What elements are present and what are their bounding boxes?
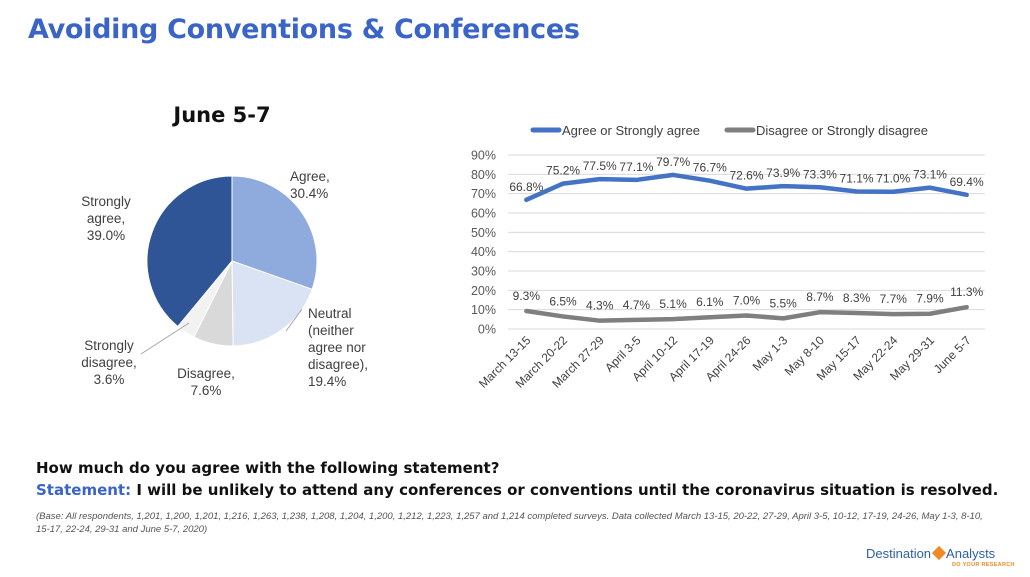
data-point (965, 305, 969, 309)
data-point (598, 319, 602, 323)
data-point (524, 198, 528, 202)
pie-label-1: Neutral (neither agree nor disagree), 19.4% (308, 306, 368, 389)
data-label: 7.0% (733, 293, 761, 307)
data-point (561, 182, 565, 186)
diamond-icon (931, 545, 947, 561)
pie-label-0: Agree, 30.4% (290, 169, 330, 201)
line-chart: 0% 10% 20% 30% 40% 50% 60% 70% 80% 90% Agree or St… (471, 123, 985, 391)
legend-label-0: Agree or Strongly agree (562, 123, 700, 138)
data-point (598, 177, 602, 181)
y-tick-label: 40% (471, 245, 496, 259)
data-label: 75.2% (546, 164, 580, 178)
data-label: 73.1% (913, 168, 947, 182)
data-point (891, 312, 895, 316)
data-point (855, 190, 859, 194)
data-point (855, 311, 859, 315)
data-label: 6.5% (549, 294, 577, 308)
data-label: 66.8% (509, 180, 543, 194)
data-label: 8.7% (806, 290, 834, 304)
data-point (891, 190, 895, 194)
logo-tagline: DO YOUR RESEARCH (952, 562, 1015, 568)
data-label: 4.3% (586, 299, 614, 313)
data-point (671, 317, 675, 321)
data-point (781, 184, 785, 188)
destination-analysts-logo: Destination Analysts DO YOUR RESEARCH (866, 545, 1016, 573)
data-point (928, 186, 932, 190)
data-point (524, 309, 528, 313)
data-label: 71.1% (840, 172, 874, 186)
pie-title: June 5-7 (171, 103, 270, 127)
data-label: 73.9% (766, 166, 800, 180)
data-label: 71.0% (876, 172, 910, 186)
data-point (708, 315, 712, 319)
data-point (634, 318, 638, 322)
x-tick-label: June 5-7 (931, 333, 974, 376)
data-label: 76.7% (693, 161, 727, 175)
pie-leader-line-1 (285, 308, 303, 332)
data-point (928, 312, 932, 316)
page-title: Avoiding Conventions & Conferences (28, 14, 580, 45)
data-label: 4.7% (623, 298, 651, 312)
logo-text-left: Destination (866, 546, 932, 561)
data-label: 5.5% (770, 296, 798, 310)
data-point (818, 185, 822, 189)
pie-leader-line-3 (140, 322, 190, 355)
data-label: 7.7% (880, 292, 908, 306)
legend-label-1: Disagree or Strongly disagree (756, 123, 928, 138)
y-tick-label: 20% (471, 284, 496, 298)
data-label: 7.9% (916, 292, 944, 306)
data-label: 11.3% (950, 285, 983, 299)
y-tick-label: 10% (471, 303, 496, 317)
pie-label-4: Strongly agree, 39.0% (81, 194, 131, 243)
pie-slice-1 (231, 260, 313, 347)
logo-text-right: Analysts (946, 546, 996, 561)
data-point (745, 313, 748, 317)
base-note: (Base: All respondents, 1,201, 1,200, 1,… (36, 511, 983, 535)
data-point (818, 310, 822, 314)
statement-text: I will be unlikely to attend any confere… (136, 481, 999, 499)
y-tick-label: 0% (478, 323, 496, 337)
data-label: 9.3% (513, 289, 541, 303)
survey-question: How much do you agree with the following… (36, 459, 500, 477)
y-tick-label: 30% (471, 265, 496, 279)
data-label: 8.3% (843, 291, 871, 305)
y-tick-label: 70% (471, 187, 496, 201)
data-label: 73.3% (803, 167, 837, 181)
data-point (781, 316, 785, 320)
data-label: 77.5% (583, 159, 617, 173)
data-point (708, 179, 712, 183)
pie-slice-4 (146, 175, 233, 328)
data-point (561, 314, 565, 318)
data-label: 72.6% (729, 169, 763, 183)
data-label: 79.7% (656, 155, 690, 169)
data-point (634, 178, 638, 182)
data-label: 6.1% (696, 295, 724, 309)
data-label: 77.1% (619, 160, 653, 174)
pie-chart: June 5-7 Agree, 30.4% Neutral (neither agree … (81, 103, 368, 398)
data-label: 5.1% (659, 297, 687, 311)
pie-slice-0 (231, 175, 318, 290)
statement-label: Statement: (36, 481, 132, 499)
y-tick-label: 50% (471, 226, 496, 240)
pie-label-2: Disagree, 7.6% (177, 366, 235, 398)
y-tick-label: 80% (471, 168, 496, 182)
y-tick-label: 60% (471, 207, 496, 221)
y-tick-label: 90% (471, 149, 496, 163)
data-point (745, 187, 748, 191)
data-label: 69.4% (950, 175, 984, 189)
data-point (965, 193, 969, 197)
survey-statement: Statement: I will be unlikely to attend … (36, 481, 998, 499)
pie-label-3: Strongly disagree, 3.6% (81, 338, 137, 387)
data-point (671, 173, 675, 177)
